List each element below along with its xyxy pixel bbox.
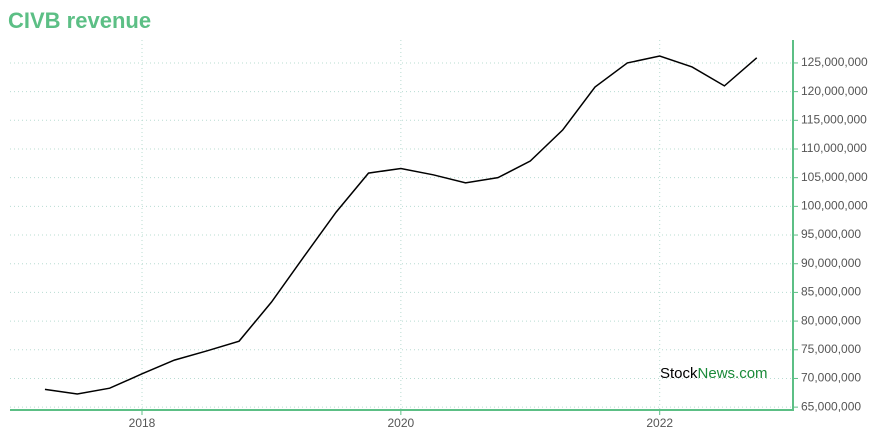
x-tick-label: 2020 bbox=[388, 416, 415, 430]
watermark-part: Stock bbox=[660, 365, 698, 382]
watermark-part: News.com bbox=[698, 365, 768, 382]
y-tick-label: 85,000,000 bbox=[801, 285, 861, 299]
y-tick-label: 90,000,000 bbox=[801, 256, 861, 270]
x-tick-label: 2018 bbox=[129, 416, 156, 430]
y-tick-label: 125,000,000 bbox=[801, 55, 868, 69]
y-tick-label: 110,000,000 bbox=[801, 141, 867, 155]
y-tick-label: 65,000,000 bbox=[801, 399, 861, 413]
y-tick-label: 115,000,000 bbox=[801, 112, 867, 126]
y-tick-label: 100,000,000 bbox=[801, 199, 868, 213]
watermark: StockNews.com bbox=[660, 365, 768, 382]
y-tick-label: 120,000,000 bbox=[801, 84, 868, 98]
y-tick-label: 75,000,000 bbox=[801, 342, 861, 356]
y-tick-label: 105,000,000 bbox=[801, 170, 868, 184]
y-tick-label: 95,000,000 bbox=[801, 227, 861, 241]
x-tick-label: 2022 bbox=[646, 416, 673, 430]
y-tick-label: 70,000,000 bbox=[801, 371, 861, 385]
line-series bbox=[44, 55, 758, 395]
y-tick-label: 80,000,000 bbox=[801, 313, 861, 327]
chart-title: CIVB revenue bbox=[8, 8, 151, 33]
